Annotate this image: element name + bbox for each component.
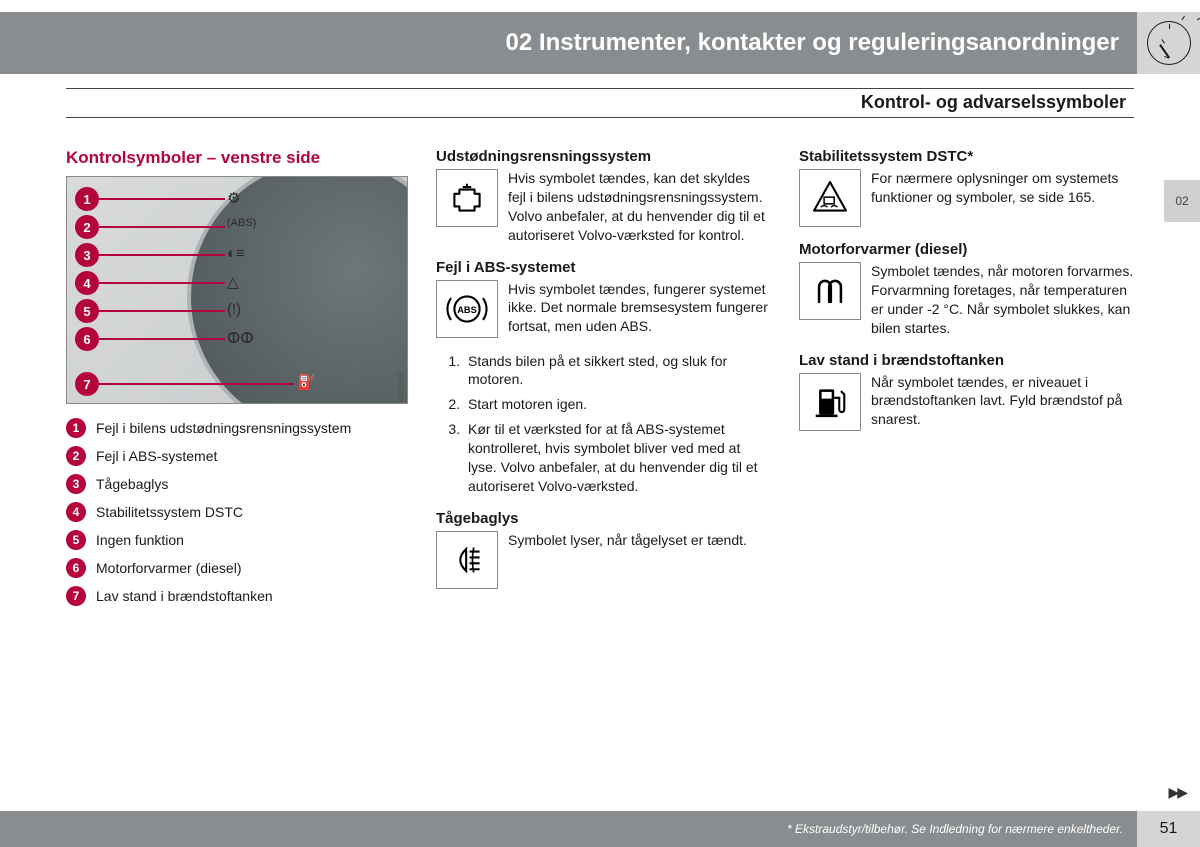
legend-item: 2Fejl i ABS-systemet (66, 446, 408, 466)
header-bar: 02 Instrumenter, kontakter og regulering… (0, 12, 1137, 74)
step-item: Kør til et værksted for at få ABS-system… (464, 420, 771, 496)
thumb-tab: 02 (1164, 180, 1200, 222)
legend-item: 4Stabilitetssystem DSTC (66, 502, 408, 522)
column-3: Stabilitetssystem DSTC* For nærmere oply… (799, 148, 1134, 614)
continue-indicator: ▶▶ (1168, 784, 1186, 801)
content-columns: Kontrolsymboler – venstre side 1⚙ 2(ABS)… (66, 148, 1134, 614)
fuel-text: Når symbolet tændes, er niveauet i brænd… (871, 373, 1134, 431)
footer: * Ekstraudstyr/tilbehør. Se Indledning f… (0, 811, 1200, 847)
dstc-icon (799, 169, 861, 227)
step-item: Stands bilen på et sikkert sted, og sluk… (464, 352, 771, 390)
legend-item: 6Motorforvarmer (diesel) (66, 558, 408, 578)
legend-item: 5Ingen funktion (66, 530, 408, 550)
section-subtitle-row: Kontrol- og advarselssymboler (66, 88, 1134, 118)
dstc-heading: Stabilitetssystem DSTC* (799, 148, 1134, 165)
preheat-text: Symbolet tændes, når motoren forvarmes. … (871, 262, 1134, 338)
gauge-icon (1147, 21, 1191, 65)
svg-text:ABS: ABS (457, 305, 477, 315)
legend-item: 3Tågebaglys (66, 474, 408, 494)
preheat-icon (799, 262, 861, 320)
dashboard-diagram: 1⚙ 2(ABS) 3◐≡ 4△ 5(!) 6ⵀⵀ 7⛽ G029048 (66, 176, 408, 404)
chapter-title: 02 Instrumenter, kontakter og regulering… (506, 29, 1119, 57)
abs-icon: ABS (436, 280, 498, 338)
abs-text: Hvis symbolet tændes, fungerer systemet … (508, 280, 771, 338)
fuel-icon (799, 373, 861, 431)
column-2: Udstødningsrensningssystem Hvis symbolet… (436, 148, 771, 614)
abs-steps: Stands bilen på et sikkert sted, og sluk… (464, 352, 771, 496)
legend-list: 1Fejl i bilens udstødningsrensningssyste… (66, 418, 408, 606)
abs-heading: Fejl i ABS-systemet (436, 259, 771, 276)
col1-heading: Kontrolsymboler – venstre side (66, 148, 408, 168)
page-number: 51 (1137, 811, 1200, 847)
exhaust-heading: Udstødningsrensningssystem (436, 148, 771, 165)
diagram-code: G029048 (398, 372, 405, 401)
legend-item: 7Lav stand i brændstoftanken (66, 586, 408, 606)
foglight-icon (436, 531, 498, 589)
foglight-text: Symbolet lyser, når tågelyset er tændt. (508, 531, 747, 589)
thumb-tab-label: 02 (1175, 194, 1188, 208)
section-subtitle: Kontrol- og advarselssymboler (861, 92, 1126, 112)
exhaust-text: Hvis symbolet tændes, kan det skyldes fe… (508, 169, 771, 245)
foglight-heading: Tågebaglys (436, 510, 771, 527)
chapter-icon-box (1137, 12, 1200, 74)
dstc-text: For nærmere oplysninger om systemets fun… (871, 169, 1134, 227)
fuel-heading: Lav stand i brændstoftanken (799, 352, 1134, 369)
step-item: Start motoren igen. (464, 395, 771, 414)
legend-item: 1Fejl i bilens udstødningsrensningssyste… (66, 418, 408, 438)
column-1: Kontrolsymboler – venstre side 1⚙ 2(ABS)… (66, 148, 408, 614)
preheat-heading: Motorforvarmer (diesel) (799, 241, 1134, 258)
engine-icon (436, 169, 498, 227)
footer-note: * Ekstraudstyr/tilbehør. Se Indledning f… (0, 811, 1137, 847)
